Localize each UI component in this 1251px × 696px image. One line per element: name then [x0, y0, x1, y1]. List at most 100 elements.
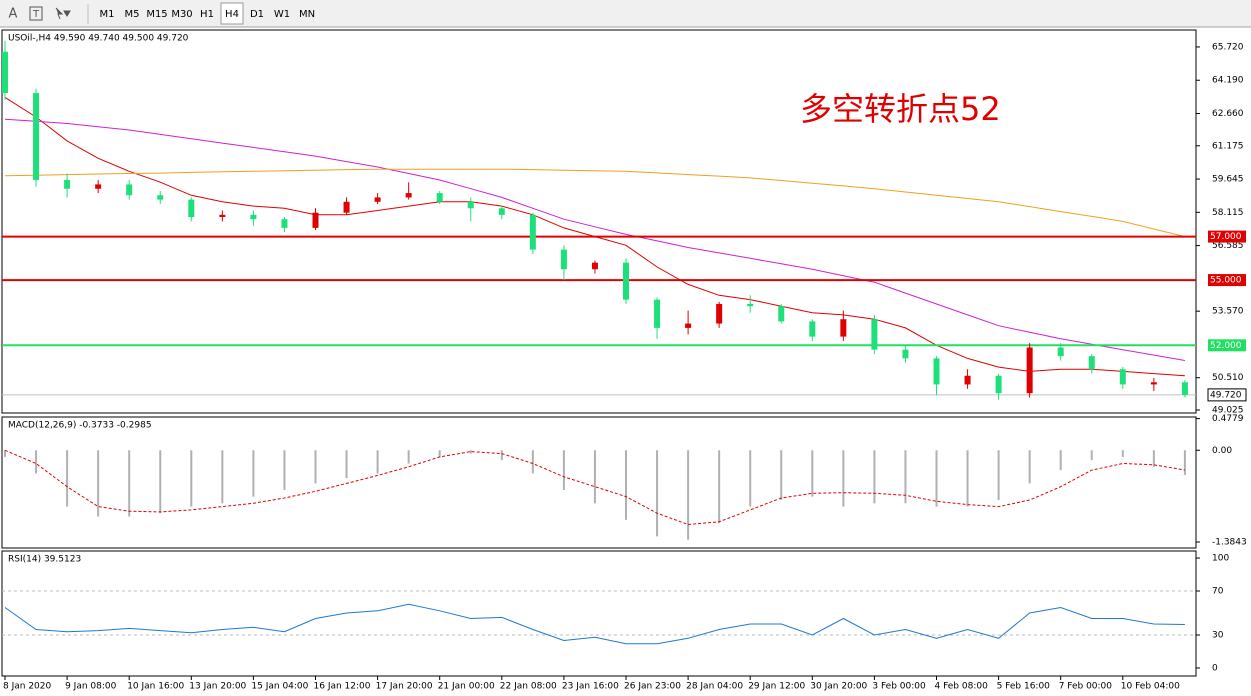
- y-tick-label: 59.645: [1212, 175, 1244, 185]
- objects-tool-icon[interactable]: [55, 7, 71, 20]
- candle-body: [436, 193, 443, 202]
- macd-histogram-bar: [252, 450, 255, 497]
- candle-body: [1057, 347, 1064, 357]
- rsi-line: [4, 603, 1185, 645]
- level-price-label: 57.000: [1210, 232, 1242, 242]
- x-tick-label: 15 Jan 04:00: [251, 682, 308, 692]
- y-tick-label: 62.660: [1212, 109, 1244, 119]
- x-tick-label: 29 Jan 12:00: [748, 682, 805, 692]
- level-price-box: [1208, 339, 1246, 352]
- annotation: 多空转折点52: [800, 90, 1001, 128]
- y-tick-label: 61.175: [1212, 141, 1244, 151]
- candle-body: [964, 375, 971, 385]
- y-tick-label: 53.570: [1212, 307, 1244, 317]
- last-price-label: 49.720: [1210, 390, 1242, 400]
- candle-body: [1088, 356, 1095, 370]
- font-button[interactable]: A: [9, 7, 18, 22]
- candle-body: [467, 201, 474, 209]
- timeframe-button[interactable]: H4: [225, 9, 239, 20]
- candle-body: [157, 195, 164, 200]
- candle-body: [995, 375, 1002, 394]
- axis-area: [1196, 28, 1251, 696]
- candle-body: [281, 219, 288, 228]
- macd-histogram-bar: [128, 450, 131, 517]
- macd-histogram-bar: [345, 450, 348, 479]
- x-tick-label: 3 Feb 00:00: [872, 682, 926, 692]
- panel-title: USOil-,H4 49.590 49.740 49.500 49.720: [8, 34, 189, 44]
- y-tick-label: 0.00: [1212, 446, 1232, 456]
- x-tick-label: 8 Jan 2020: [3, 682, 51, 692]
- candle-body: [591, 262, 598, 270]
- timeframe-button[interactable]: W1: [274, 9, 290, 20]
- y-tick-label: 0: [1212, 663, 1218, 673]
- candle-body: [1026, 347, 1033, 394]
- x-tick-label: 23 Jan 16:00: [562, 682, 619, 692]
- candle-body: [871, 319, 878, 350]
- macd-histogram-bar: [438, 450, 441, 457]
- macd-histogram-bar: [221, 450, 224, 504]
- panel-frame: [1, 550, 1197, 677]
- y-tick-label: 70: [1212, 587, 1224, 597]
- candle-body: [654, 299, 661, 328]
- candle-body: [685, 323, 692, 328]
- macd-histogram-bar: [811, 450, 814, 497]
- candle-body: [560, 249, 567, 270]
- last-price-box: [1207, 388, 1247, 402]
- timeframe-button[interactable]: D1: [250, 9, 264, 20]
- timeframe-button[interactable]: M15: [146, 9, 167, 20]
- panel-frame: [1, 29, 1197, 414]
- candle-body: [343, 201, 350, 213]
- candle-body: [809, 321, 816, 337]
- candle-body: [95, 184, 102, 189]
- macd-histogram-bar: [997, 450, 1000, 500]
- panel-title: MACD(12,26,9) -0.3733 -0.2985: [8, 421, 152, 431]
- macd-histogram-bar: [842, 450, 845, 507]
- y-tick-label: 64.190: [1212, 76, 1244, 86]
- macd-histogram-bar: [4, 450, 6, 457]
- x-tick-label: 7 Feb 00:00: [1059, 682, 1113, 692]
- macd-histogram-bar: [283, 450, 286, 491]
- macd-histogram-bar: [190, 450, 193, 507]
- candle-body: [623, 262, 629, 300]
- candle-body: [374, 197, 381, 202]
- candle-body: [1181, 382, 1188, 395]
- macd-histogram-bar: [376, 450, 379, 474]
- macd-histogram-bar: [159, 450, 162, 514]
- timeframe-button[interactable]: M5: [125, 9, 140, 20]
- macd-histogram-bar: [966, 450, 969, 507]
- y-tick-label: 65.720: [1212, 42, 1244, 52]
- x-tick-label: 9 Jan 08:00: [65, 682, 117, 692]
- macd-histogram-bar: [66, 450, 69, 507]
- macd-histogram-bar: [500, 450, 503, 461]
- macd-histogram-bar: [904, 450, 907, 504]
- timeframe-button[interactable]: MN: [299, 9, 315, 20]
- macd-signal-line: [4, 449, 1185, 526]
- timeframe-button[interactable]: H1: [200, 9, 214, 20]
- macd-histogram-bar: [935, 450, 938, 507]
- moving-average: [4, 168, 1186, 238]
- macd-histogram-bar: [1121, 450, 1124, 457]
- text-tool-icon[interactable]: [29, 6, 43, 21]
- candle-body: [64, 180, 71, 189]
- text-tool-glyph: T: [32, 9, 40, 20]
- y-tick-label: -1.3843: [1212, 537, 1247, 547]
- candle-body: [219, 214, 226, 218]
- macd-histogram-bar: [593, 450, 596, 504]
- candle-body: [2, 51, 8, 94]
- timeframe-button[interactable]: M30: [171, 9, 192, 20]
- candle-body: [778, 306, 785, 322]
- x-tick-label: 22 Jan 08:00: [500, 682, 557, 692]
- macd-histogram-bar: [656, 450, 659, 537]
- candle-body: [33, 93, 40, 181]
- level-price-label: 52.000: [1210, 341, 1242, 351]
- macd-histogram-bar: [687, 450, 690, 540]
- candle-body: [1150, 382, 1157, 385]
- candle-body: [126, 184, 133, 196]
- x-tick-label: 30 Jan 20:00: [810, 682, 867, 692]
- y-tick-label: 56.585: [1212, 241, 1244, 251]
- candle-body: [1119, 369, 1126, 385]
- timeframe-button[interactable]: M1: [100, 9, 115, 20]
- panel-frame: [1, 416, 1197, 549]
- y-tick-label: 58.115: [1212, 208, 1244, 218]
